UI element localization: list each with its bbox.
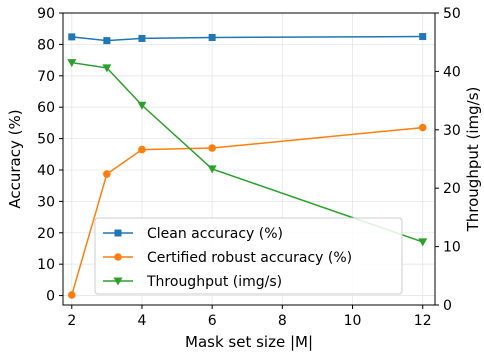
series-0 xyxy=(68,33,427,45)
x-tick-label: 12 xyxy=(414,313,432,329)
x-tick-label: 2 xyxy=(67,313,76,329)
data-point xyxy=(418,238,428,247)
legend-marker xyxy=(114,229,122,237)
x-tick-label: 6 xyxy=(208,313,217,329)
legend-box xyxy=(94,217,403,295)
data-point xyxy=(68,33,76,41)
x-tick-label: 8 xyxy=(278,313,287,329)
data-point xyxy=(138,145,146,154)
legend-entry: Certified robust accuracy (%) xyxy=(147,250,352,266)
y-left-tick-label: 40 xyxy=(37,163,55,179)
y-left-tick-label: 70 xyxy=(37,69,55,85)
x-tick-label: 10 xyxy=(344,313,362,329)
legend-entry: Throughput (img/s) xyxy=(146,274,282,290)
series-2 xyxy=(67,59,428,247)
series-layer xyxy=(67,33,428,299)
ticks: 2 4 6 8 10 12 0 10 20 30 40 50 60 70 80 90 0 10 20 30 40 50 xyxy=(37,6,461,329)
y-axis-left-label: Accuracy (%) xyxy=(6,109,24,208)
y-left-tick-label: 0 xyxy=(46,289,55,305)
data-point xyxy=(418,123,427,132)
x-axis-label: Mask set size |M| xyxy=(185,333,313,351)
data-point xyxy=(208,33,216,41)
data-point xyxy=(67,291,76,299)
y-right-tick-label: 40 xyxy=(443,64,461,80)
data-point xyxy=(103,170,111,178)
series-line xyxy=(71,61,423,243)
plot-frame xyxy=(62,12,436,306)
data-point xyxy=(208,144,216,152)
data-point xyxy=(102,64,112,73)
data-point xyxy=(103,37,111,45)
y-right-tick-label: 20 xyxy=(443,181,461,197)
y-left-tick-label: 90 xyxy=(37,6,55,22)
y-right-tick-label: 0 xyxy=(443,298,452,314)
series-1 xyxy=(67,123,427,299)
series-line xyxy=(71,35,423,42)
y-right-tick-label: 30 xyxy=(443,123,461,139)
data-point xyxy=(138,34,146,42)
y-right-tick-label: 10 xyxy=(443,240,461,256)
grid xyxy=(63,12,435,305)
data-point xyxy=(419,33,427,41)
data-point xyxy=(67,59,77,68)
legend-marker xyxy=(113,277,123,286)
y-left-tick-label: 10 xyxy=(37,257,55,273)
legend-entry: Clean accuracy (%) xyxy=(147,226,283,242)
y-right-tick-label: 50 xyxy=(443,6,461,22)
y-left-tick-label: 80 xyxy=(37,37,55,53)
y-left-tick-label: 50 xyxy=(37,132,55,148)
y-left-tick-label: 60 xyxy=(37,100,55,116)
legend: Clean accuracy (%) Certified robust accur… xyxy=(94,217,403,295)
data-point xyxy=(137,101,147,110)
y-left-tick-label: 20 xyxy=(37,226,55,242)
legend-marker xyxy=(114,253,122,261)
y-left-tick-label: 30 xyxy=(37,194,55,210)
x-tick-label: 4 xyxy=(138,313,147,329)
data-point xyxy=(207,165,217,174)
y-axis-right-label: Throughput (img/s) xyxy=(464,87,482,233)
